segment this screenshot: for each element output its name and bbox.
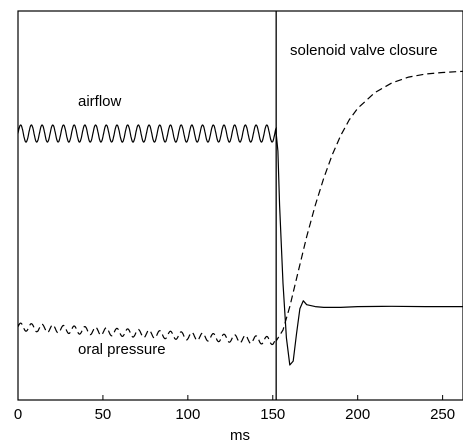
x-tick-label: 200	[345, 406, 370, 423]
plot-frame	[17, 10, 463, 401]
airflow-label: airflow	[78, 93, 122, 110]
series-oral-pressure	[17, 70, 463, 346]
x-tick-label: 0	[14, 406, 22, 423]
x-tick-label: 150	[260, 406, 285, 423]
x-tick-label: 250	[430, 406, 455, 423]
series-layer	[17, 70, 463, 366]
x-axis-title: ms	[230, 427, 250, 444]
oral-pressure-label: oral pressure	[78, 341, 166, 358]
event-label: solenoid valve closure	[290, 42, 438, 59]
x-axis-ticks: 0 50 100 150 200 250	[14, 395, 455, 423]
x-tick-label: 50	[95, 406, 112, 423]
series-airflow	[17, 124, 463, 366]
x-tick-label: 100	[175, 406, 200, 423]
